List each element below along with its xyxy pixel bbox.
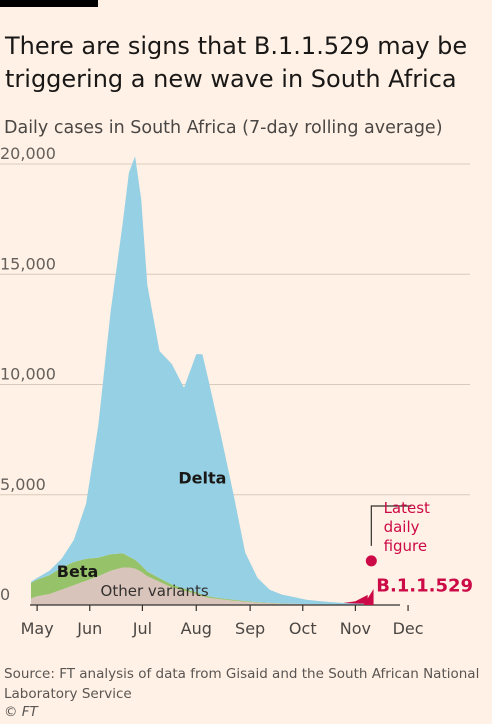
copyright: © FT [4, 704, 38, 720]
x-tick-label-jun: Jun [76, 619, 102, 638]
chart-area: 0 5,000 10,000 15,000 20,000 May Jun Jul Aug Sep O… [0, 144, 473, 638]
series-area-other-variants [31, 567, 368, 605]
x-tick-label-may: May [21, 619, 54, 638]
y-tick-label-0: 0 [0, 585, 10, 604]
chart-subtitle: Daily cases in South Africa (7-day rolli… [4, 118, 443, 138]
b11529-label: B.1.1.529 [376, 576, 473, 597]
x-tick-label-jul: Jul [132, 619, 152, 638]
latest-figure-label-line-1: Latest [384, 499, 430, 517]
y-tick-label-10000: 10,000 [0, 365, 56, 384]
b11529-marker [363, 589, 374, 605]
latest-figure-label-line-3: figure [384, 537, 428, 555]
y-tick-label-20000: 20,000 [0, 144, 56, 163]
x-tick-label-sep: Sep [235, 619, 265, 638]
series-area-beta [31, 553, 368, 605]
x-tick-label-oct: Oct [289, 619, 317, 638]
latest-figure-label-line-2: daily [384, 518, 420, 536]
ft-top-bar [0, 0, 98, 7]
x-tick-label-nov: Nov [340, 619, 371, 638]
latest-callout-line [370, 505, 412, 546]
delta-label: Delta [178, 469, 226, 488]
chart-title: There are signs that B.1.1.529 may be tr… [5, 32, 468, 93]
source-note: Source: FT analysis of data from Gisaid … [4, 666, 480, 702]
beta-label: Beta [57, 562, 99, 581]
latest-daily-dot [365, 555, 377, 567]
series-area-delta [31, 156, 368, 606]
other-variants-label: Other variants [101, 582, 209, 600]
y-tick-label-15000: 15,000 [0, 254, 56, 273]
y-tick-label-5000: 5,000 [0, 475, 46, 494]
x-tick-label-dec: Dec [393, 619, 424, 638]
x-tick-label-aug: Aug [181, 619, 212, 638]
